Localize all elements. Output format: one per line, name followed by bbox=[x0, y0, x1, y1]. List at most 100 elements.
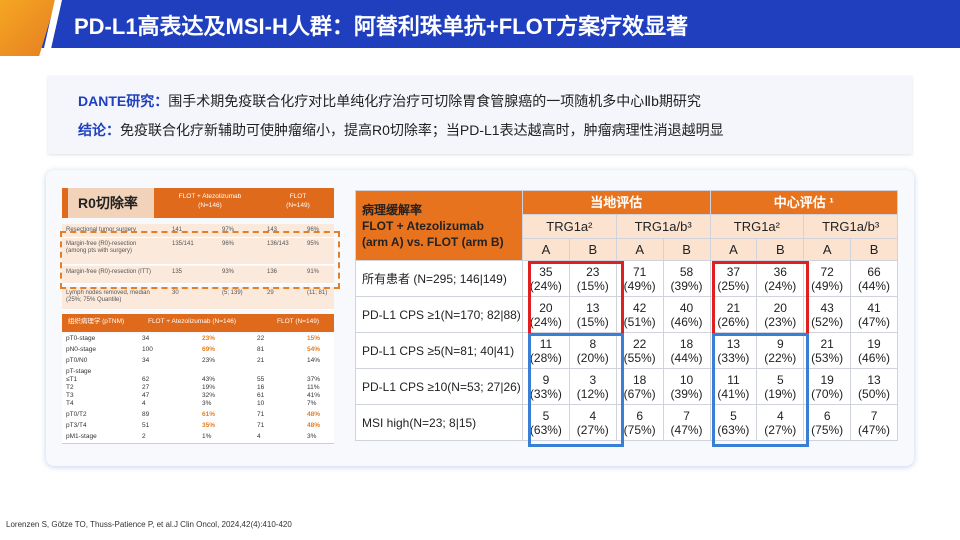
pathologic-response-table: 病理缓解率 FLOT + Atezolizumab (arm A) vs. FLOT… bbox=[355, 190, 898, 441]
table-cell: 4 (27%) bbox=[756, 404, 805, 441]
table-cell: 34 bbox=[142, 357, 150, 364]
trg1ab-header: TRG1a/b³ bbox=[803, 214, 898, 239]
table-cell: 2 bbox=[142, 433, 146, 440]
table-cell: 18 (44%) bbox=[662, 332, 711, 369]
central-assessment-header: 中心评估 ¹ bbox=[709, 190, 898, 215]
table-cell: 6 (75%) bbox=[615, 404, 664, 441]
table-cell: 141 bbox=[172, 227, 183, 233]
table-cell: 21 bbox=[257, 357, 265, 364]
r0-highlight-box bbox=[60, 231, 340, 289]
table-cell: 37 (25%) bbox=[709, 260, 758, 297]
table-cell: 43 (52%) bbox=[803, 296, 852, 333]
table-row: PD-L1 CPS ≥5(N=81; 40|41) 11 (28%) 8 (20%) 22… bbox=[355, 332, 898, 369]
table-cell: 54% bbox=[307, 346, 321, 353]
table-cell: 58 (39%) bbox=[662, 260, 711, 297]
table-cell: 9 (22%) bbox=[756, 332, 805, 369]
arm-a-header: A bbox=[522, 238, 570, 261]
arm-b-header: B bbox=[568, 238, 617, 261]
table-row: Lymph nodes removed, median (25%; 75% Qu… bbox=[62, 287, 334, 310]
table-row: pT-stage ≤T1 T2 T3 T4 62 27 47 4 43% 19% 32% 3% 55 16 6… bbox=[62, 367, 334, 411]
trg1a-header: TRG1a² bbox=[522, 214, 617, 239]
r0-col2: FLOT (N=149) bbox=[286, 193, 310, 209]
table-cell: 22 bbox=[257, 335, 265, 342]
table-cell: 93% bbox=[222, 269, 235, 275]
table-cell: 135/141 bbox=[172, 241, 194, 247]
table-cell: 10 (39%) bbox=[662, 368, 711, 405]
table-cell: 95% bbox=[307, 241, 320, 247]
table-cell: 20 (24%) bbox=[522, 296, 570, 333]
table-cell: 23 (15%) bbox=[568, 260, 617, 297]
table-cell: 35% bbox=[202, 422, 216, 429]
table-cell: 21 (53%) bbox=[803, 332, 852, 369]
table-cell: 11 (28%) bbox=[522, 332, 570, 369]
table-cell: 43% 19% 32% 3% bbox=[202, 376, 216, 407]
table-cell: 14% bbox=[307, 357, 321, 364]
intro-box: DANTE研究：围手术期免疫联合化疗对比单纯化疗治疗可切除胃食管腺癌的一项随机多… bbox=[48, 76, 912, 154]
table-cell: 51 bbox=[142, 422, 150, 429]
table-cell: 66 (44%) bbox=[850, 260, 898, 297]
trg1ab-header: TRG1a/b³ bbox=[615, 214, 711, 239]
table-cell: 7 (47%) bbox=[850, 404, 898, 441]
table-cell: 13 (50%) bbox=[850, 368, 898, 405]
table-cell: 22 (55%) bbox=[615, 332, 664, 369]
table-row: PD-L1 CPS ≥1(N=170; 82|88) 20 (24%) 13 (15%)… bbox=[355, 296, 898, 333]
table-cell: 42 (51%) bbox=[615, 296, 664, 333]
table-cell: 97% bbox=[222, 227, 235, 233]
response-rate-header: 病理缓解率 FLOT + Atezolizumab (arm A) vs. FLOT… bbox=[355, 190, 523, 261]
table-cell: 72 (49%) bbox=[803, 260, 852, 297]
arm-a-header: A bbox=[803, 238, 852, 261]
page-title: PD-L1高表达及MSI-H人群：阿替利珠单抗+FLOT方案疗效显著 bbox=[74, 14, 689, 39]
table-cell: 5 (63%) bbox=[709, 404, 758, 441]
table-cell: 3 (12%) bbox=[568, 368, 617, 405]
arm-a-header: A bbox=[615, 238, 664, 261]
table-cell: Resectional tumor surgery bbox=[66, 227, 137, 233]
table-cell: (5; 139) bbox=[222, 290, 243, 296]
table-cell: 21 (26%) bbox=[709, 296, 758, 333]
table-cell: 19 (46%) bbox=[850, 332, 898, 369]
table-cell: pT-stage ≤T1 T2 T3 T4 bbox=[66, 368, 92, 407]
table-cell: 5 (63%) bbox=[522, 404, 570, 441]
table-cell: 13 (33%) bbox=[709, 332, 758, 369]
table-cell: pT0/T2 bbox=[66, 411, 87, 418]
pathology-header: 组织病理学 (pTNM) FLOT + Atezolizumab (N=146)… bbox=[62, 314, 334, 332]
conclusion-text: 免疫联合化疗新辅助可使肿瘤缩小，提高R0切除率；当PD-L1表达越高时，肿瘤病理… bbox=[120, 122, 724, 138]
row-label: MSI high(N=23; 8|15) bbox=[355, 404, 523, 441]
table-cell: 61% bbox=[202, 411, 216, 418]
citation: Lorenzen S, Götze TO, Thuss-Patience P, … bbox=[6, 520, 292, 529]
row-label: PD-L1 CPS ≥1(N=170; 82|88) bbox=[355, 296, 523, 333]
table-cell: 55 16 61 10 bbox=[257, 376, 265, 407]
table-cell: 7 (47%) bbox=[662, 404, 711, 441]
table-cell: Margin-free (R0)-resection (ITT) bbox=[66, 269, 152, 275]
arm-b-header: B bbox=[756, 238, 805, 261]
table-cell: 29 bbox=[267, 290, 274, 296]
table-cell: 37% 11% 41% 7% bbox=[307, 376, 321, 407]
table-cell: 15% bbox=[307, 335, 321, 342]
table-cell: 81 bbox=[257, 346, 265, 353]
table-cell: 41 (47%) bbox=[850, 296, 898, 333]
table-cell: (11; 81) bbox=[307, 290, 328, 296]
table-cell: 136 bbox=[267, 269, 278, 275]
conclusion-label: 结论： bbox=[78, 122, 120, 138]
table-row: Margin-free (R0)-resection (ITT) 135 93% 13… bbox=[62, 266, 334, 284]
conclusion-line: 结论：免疫联合化疗新辅助可使肿瘤缩小，提高R0切除率；当PD-L1表达越高时，肿… bbox=[78, 120, 724, 140]
table-cell: 23% bbox=[202, 357, 216, 364]
table-cell: 48% bbox=[307, 411, 321, 418]
table-cell: pT0/N0 bbox=[66, 357, 88, 364]
table-cell: 5 (19%) bbox=[756, 368, 805, 405]
table-cell: 71 bbox=[257, 411, 265, 418]
table-cell: 36 (24%) bbox=[756, 260, 805, 297]
table-row: PD-L1 CPS ≥10(N=53; 27|26) 9 (33%) 3 (12%) 18… bbox=[355, 368, 898, 405]
table-cell: 100 bbox=[142, 346, 153, 353]
table-cell: Lymph nodes removed, median (25%; 75% Qu… bbox=[66, 290, 150, 303]
table-row: pM1-stage 2 1% 4 3% bbox=[62, 432, 334, 444]
table-cell: 136/143 bbox=[267, 241, 289, 247]
table-cell: 8 (20%) bbox=[568, 332, 617, 369]
table-cell: 34 bbox=[142, 335, 150, 342]
r0-col1: FLOT + Atezolizumab (N=146) bbox=[178, 193, 242, 209]
table-cell: 6 (75%) bbox=[803, 404, 852, 441]
table-cell: 30 bbox=[172, 290, 179, 296]
table-cell: 135 bbox=[172, 269, 183, 275]
r0-table-header: R0切除率 FLOT + Atezolizumab (N=146) FLOT (N=… bbox=[62, 188, 334, 218]
table-cell: 35 (24%) bbox=[522, 260, 570, 297]
table-cell: 1% bbox=[202, 433, 212, 440]
